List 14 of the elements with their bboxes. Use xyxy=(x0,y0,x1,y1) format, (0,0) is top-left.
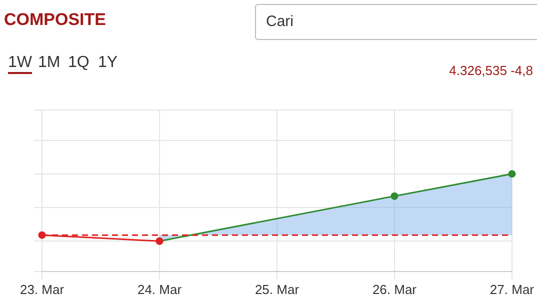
text: 1Q xyxy=(68,54,90,72)
text: Cari xyxy=(255,4,537,40)
x-tick-label: 25. Mar xyxy=(254,282,300,297)
point xyxy=(390,192,398,200)
text: 1Y xyxy=(98,54,118,72)
text: 1W xyxy=(8,54,32,74)
x-tick-label: 27. Mar xyxy=(490,282,535,297)
point xyxy=(508,170,516,178)
chart-title: COMPOSITE xyxy=(4,10,106,30)
x-tick-label: 26. Mar xyxy=(372,282,418,297)
x-tick-label: 24. Mar xyxy=(137,282,182,297)
text: 1M xyxy=(38,54,60,72)
x-tick-label: 23. Mar xyxy=(20,282,65,297)
text: 4.326,535 -4,8 xyxy=(449,63,533,78)
